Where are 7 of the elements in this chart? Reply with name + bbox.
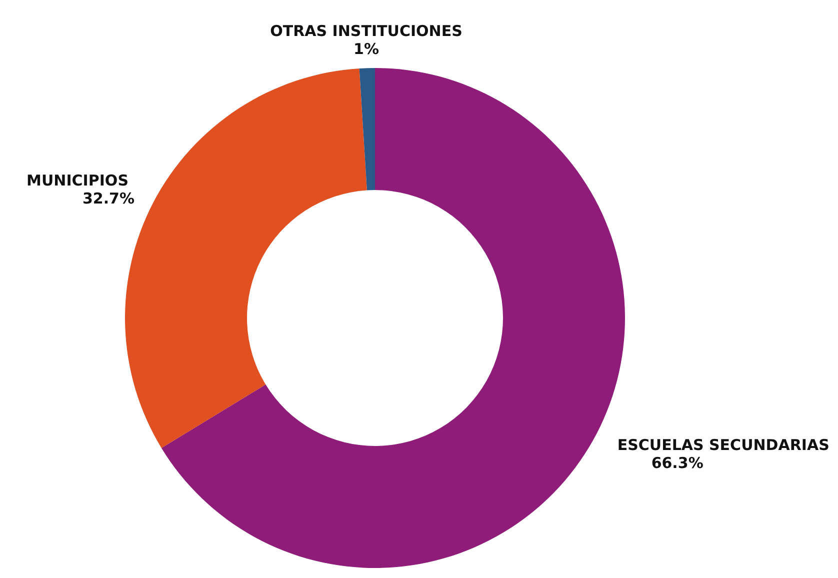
data-label: 1% xyxy=(354,40,379,58)
data-label: 32.7% xyxy=(82,189,135,208)
slice-label: OTRAS INSTITUCIONES xyxy=(270,22,462,40)
data-label: 66.3% xyxy=(651,454,704,472)
slice-label: ESCUELAS SECUNDARIAS xyxy=(617,436,830,454)
donut-slice xyxy=(359,68,375,190)
slice-label: MUNICIPIOS xyxy=(26,171,128,190)
